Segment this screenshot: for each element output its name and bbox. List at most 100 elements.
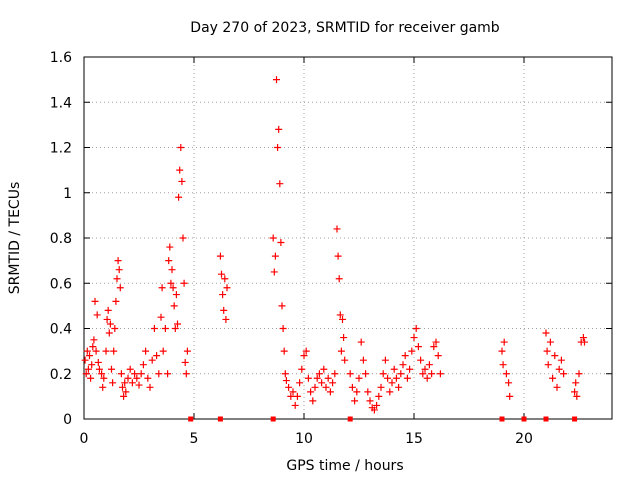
data-point [89, 343, 97, 351]
data-point [104, 306, 112, 314]
axis-ticks [83, 56, 612, 420]
data-point [146, 383, 154, 391]
data-point [397, 370, 405, 378]
data-point [557, 356, 565, 364]
data-point [296, 379, 304, 387]
data-point [581, 338, 588, 346]
data-point [555, 365, 563, 373]
data-point [287, 392, 295, 400]
data-point [92, 347, 100, 355]
data-point [150, 325, 158, 332]
data-point [300, 352, 308, 360]
data-point [164, 370, 172, 378]
data-point [425, 361, 433, 369]
data-point [155, 370, 163, 378]
data-point [412, 325, 420, 332]
data-point [128, 379, 136, 387]
data-point [340, 334, 348, 342]
data-point [434, 352, 442, 360]
data-point [384, 374, 392, 382]
data-point [177, 144, 185, 151]
data-point [83, 347, 91, 355]
data-point [277, 239, 285, 247]
data-point [406, 365, 414, 373]
data-point [126, 365, 134, 373]
zero-marker [499, 416, 505, 422]
data-point [543, 347, 551, 355]
data-point [158, 284, 166, 292]
data-point [113, 275, 121, 283]
data-point [351, 397, 359, 405]
data-point [359, 356, 367, 364]
data-point [131, 370, 139, 378]
y-axis-label: SRMTID / TECUs [7, 182, 23, 295]
data-point [315, 370, 323, 378]
data-point [90, 336, 98, 344]
data-point [105, 329, 113, 337]
data-point [560, 370, 568, 378]
data-point [124, 374, 132, 382]
data-point [326, 388, 334, 396]
data-point [298, 365, 306, 373]
data-point [419, 370, 427, 378]
data-point [181, 358, 189, 366]
y-tick-label: 1.6 [50, 50, 72, 66]
data-point [281, 370, 289, 378]
data-point [502, 370, 510, 378]
data-point [410, 334, 418, 342]
zero-marker [347, 416, 353, 422]
x-tick-label: 20 [515, 431, 533, 447]
data-point [116, 284, 124, 292]
data-point [302, 347, 310, 355]
data-point [148, 356, 156, 364]
tick-labels: 0 5 10 15 20 0 0.2 0.4 0.6 0.8 1 1.2 1.4 1.6 [50, 50, 533, 447]
y-tick-label: 1.2 [50, 141, 72, 157]
y-tick-label: 0.2 [50, 367, 72, 383]
data-point [178, 177, 186, 185]
data-point [432, 338, 440, 346]
data-point [121, 379, 129, 387]
data-point [161, 325, 169, 332]
data-point [386, 388, 394, 396]
data-point [218, 270, 225, 278]
data-point [353, 388, 361, 396]
data-point [94, 358, 102, 366]
data-point [179, 234, 187, 242]
data-point [120, 392, 128, 400]
data-points [81, 76, 588, 422]
data-point [388, 379, 396, 387]
data-point [84, 365, 92, 373]
data-point [333, 225, 341, 233]
data-point [362, 370, 370, 378]
data-point [108, 365, 115, 373]
x-axis-label: GPS time / hours [286, 458, 403, 474]
data-point [282, 377, 290, 385]
data-point [175, 193, 183, 201]
data-point [309, 397, 317, 405]
data-point [153, 352, 161, 360]
data-point [119, 383, 126, 391]
data-point [341, 356, 349, 364]
data-point [307, 388, 315, 396]
data-point [291, 401, 299, 409]
data-point [223, 284, 231, 292]
data-point [505, 379, 513, 387]
data-point [421, 365, 429, 373]
data-point [174, 320, 181, 328]
x-tick-label: 0 [80, 431, 89, 447]
data-point [381, 356, 389, 364]
data-point [95, 365, 103, 373]
data-point [109, 379, 117, 387]
data-point [313, 374, 321, 382]
data-point [159, 347, 167, 355]
data-point [166, 243, 174, 251]
data-point [273, 76, 280, 84]
data-point [390, 365, 398, 373]
data-point [115, 266, 123, 274]
data-point [165, 257, 173, 265]
data-point [117, 370, 125, 378]
y-tick-label: 1 [63, 186, 72, 202]
data-point [169, 284, 177, 292]
data-point [428, 370, 436, 378]
